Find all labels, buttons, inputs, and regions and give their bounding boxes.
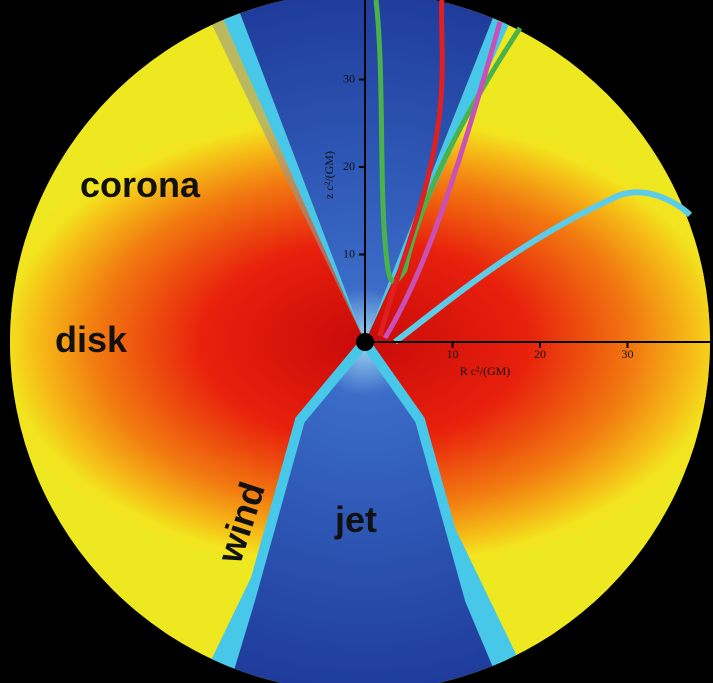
r-tick-label: 10 [447, 347, 459, 361]
figure: corona disk jet wind z c²/(GM) R c²/(GM)… [0, 0, 713, 683]
jet-label: jet [334, 499, 377, 540]
r-tick-label: 20 [534, 347, 546, 361]
r-tick-label: 30 [622, 347, 634, 361]
z-tick-label: 30 [343, 71, 355, 85]
z-tick-label: 10 [343, 246, 355, 260]
disk-label: disk [55, 319, 128, 360]
corona-label: corona [80, 164, 201, 205]
r-axis-label: R c²/(GM) [460, 364, 511, 378]
z-axis-label: z c²/(GM) [322, 151, 336, 199]
z-tick-label: 20 [343, 159, 355, 173]
